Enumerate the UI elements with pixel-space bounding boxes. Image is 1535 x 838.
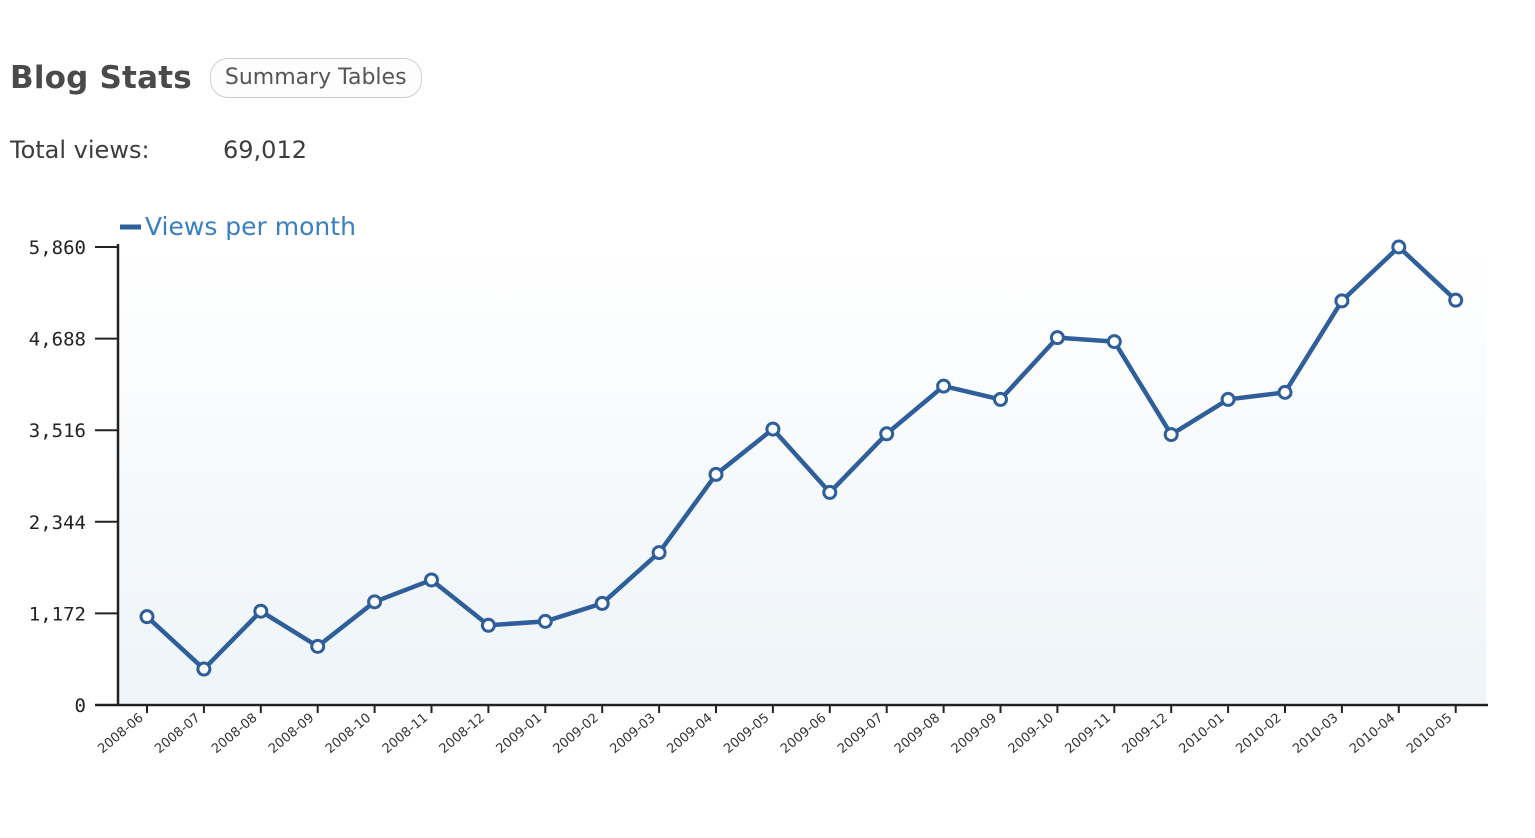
y-tick-label: 2,344: [29, 512, 86, 534]
x-tick-label: 2009-05: [721, 711, 772, 757]
x-tick-label: 2009-11: [1063, 711, 1114, 757]
legend-label: Views per month: [145, 212, 356, 241]
x-tick-label: 2009-07: [835, 711, 886, 757]
page-title: Blog Stats: [10, 60, 192, 96]
data-point[interactable]: [822, 484, 838, 500]
x-tick-label: 2009-02: [551, 711, 602, 757]
x-tick-label: 2008-11: [380, 711, 431, 757]
x-tick-label: 2009-10: [1006, 711, 1057, 757]
data-point[interactable]: [1277, 384, 1293, 400]
data-point[interactable]: [367, 594, 383, 610]
x-tick-label: 2009-04: [664, 711, 715, 757]
data-point[interactable]: [708, 466, 724, 482]
data-point[interactable]: [196, 661, 212, 677]
stats-header: Blog Stats Summary Tables: [10, 58, 422, 98]
y-tick-label: 1,172: [29, 603, 86, 625]
x-tick-label: 2009-12: [1120, 711, 1171, 757]
x-tick-label: 2009-01: [494, 711, 545, 757]
x-tick-label: 2009-06: [778, 711, 829, 757]
data-point[interactable]: [936, 378, 952, 394]
x-tick-label: 2010-03: [1290, 711, 1341, 757]
data-point[interactable]: [879, 426, 895, 442]
plot-background: [118, 246, 1486, 703]
data-point[interactable]: [1049, 330, 1065, 346]
data-point[interactable]: [253, 603, 269, 619]
total-views-label: Total views:: [10, 136, 150, 164]
summary-tables-button[interactable]: Summary Tables: [209, 58, 422, 98]
x-tick-label: 2010-01: [1176, 711, 1227, 757]
chart-legend: Views per month: [120, 212, 356, 241]
total-views-row: Total views: 69,012: [10, 136, 307, 164]
data-point[interactable]: [1163, 427, 1179, 443]
x-tick-label: 2008-09: [266, 711, 317, 757]
total-views-value: 69,012: [223, 136, 307, 164]
x-tick-label: 2008-10: [323, 711, 374, 757]
y-tick-label: 5,860: [29, 237, 86, 259]
data-point[interactable]: [594, 595, 610, 611]
data-point[interactable]: [139, 609, 155, 625]
y-tick-label: 4,688: [29, 329, 86, 351]
x-tick-label: 2008-06: [95, 711, 146, 757]
x-tick-label: 2010-02: [1233, 711, 1284, 757]
data-point[interactable]: [1106, 334, 1122, 350]
x-tick-label: 2010-04: [1347, 711, 1398, 757]
y-tick-label: 0: [75, 695, 86, 717]
data-point[interactable]: [1391, 239, 1407, 255]
x-tick-label: 2009-09: [949, 711, 1000, 757]
x-tick-label: 2009-03: [607, 711, 658, 757]
data-point[interactable]: [1220, 391, 1236, 407]
x-tick-label: 2008-08: [209, 711, 260, 757]
data-point[interactable]: [537, 613, 553, 629]
data-point[interactable]: [1334, 293, 1350, 309]
x-tick-label: 2009-08: [892, 711, 943, 757]
x-tick-label: 2008-07: [152, 711, 203, 757]
x-tick-label: 2008-12: [437, 711, 488, 757]
data-point[interactable]: [1448, 292, 1464, 308]
data-point[interactable]: [424, 572, 439, 588]
data-point[interactable]: [651, 545, 667, 561]
data-point[interactable]: [480, 617, 496, 633]
series-line: [145, 244, 1458, 672]
data-point[interactable]: [993, 391, 1008, 407]
data-point[interactable]: [765, 421, 781, 437]
y-tick-label: 3,516: [29, 420, 86, 442]
data-point[interactable]: [310, 638, 326, 654]
x-tick-label: 2010-05: [1404, 711, 1455, 757]
